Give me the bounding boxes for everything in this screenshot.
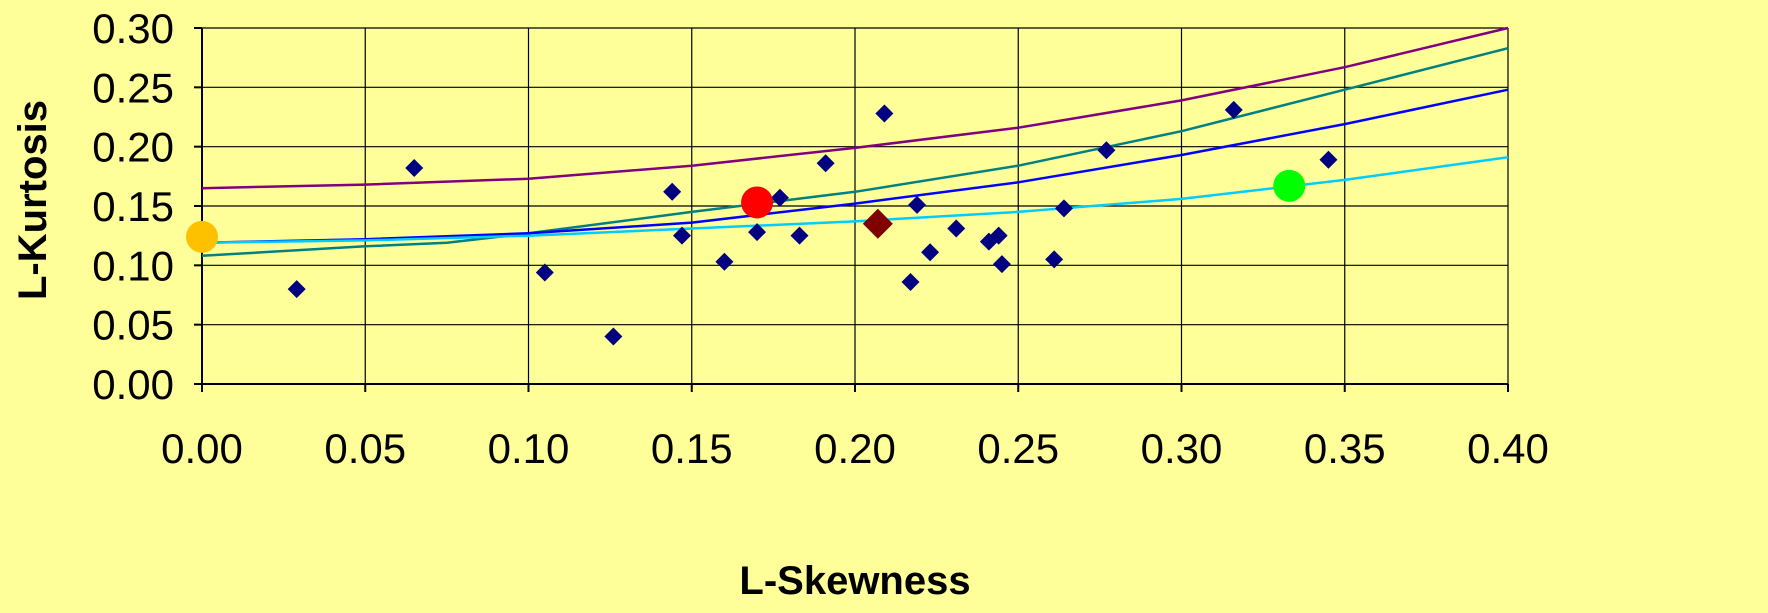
- data-point-0: [287, 280, 306, 299]
- x-tick-label-2: 0.10: [488, 425, 570, 472]
- x-tick-label-7: 0.35: [1304, 425, 1386, 472]
- y-tick-label-4: 0.20: [92, 124, 174, 171]
- data-point-23: [1319, 150, 1338, 169]
- highlight-point-0: [186, 220, 218, 253]
- data-point-11: [875, 104, 894, 123]
- x-tick-label-4: 0.20: [814, 425, 896, 472]
- data-point-19: [1045, 250, 1064, 269]
- y-tick-label-1: 0.05: [92, 302, 174, 349]
- y-tick-label-2: 0.10: [92, 242, 174, 289]
- data-point-22: [1224, 100, 1243, 119]
- data-point-20: [1054, 199, 1073, 218]
- x-tick-labels: 0.00 0.05 0.10 0.15 0.20 0.25 0.30 0.35 0.40: [161, 425, 1549, 472]
- highlight-point-3: [1273, 169, 1306, 202]
- data-point-14: [921, 243, 940, 262]
- data-point-7: [748, 223, 767, 242]
- y-axis-title: L-Kurtosis: [11, 100, 55, 300]
- data-point-1: [405, 159, 424, 178]
- y-tick-label-3: 0.15: [92, 183, 174, 230]
- y-tick-label-6: 0.30: [92, 5, 174, 52]
- y-tick-labels: 0.00 0.05 0.10 0.15 0.20 0.25 0.30: [92, 5, 174, 408]
- data-point-17: [989, 226, 1008, 245]
- data-point-3: [604, 327, 623, 346]
- x-tick-label-6: 0.30: [1141, 425, 1223, 472]
- curve-1: [201, 46, 1509, 258]
- highlight-point-2: [862, 208, 893, 239]
- x-tick-label-3: 0.15: [651, 425, 733, 472]
- highlighted-points: [186, 169, 1306, 253]
- axes: [194, 27, 1509, 392]
- data-point-4: [663, 182, 682, 201]
- data-point-5: [672, 226, 691, 245]
- data-point-13: [908, 195, 927, 214]
- data-point-2: [535, 263, 554, 282]
- data-point-21: [1097, 141, 1116, 160]
- curve-0: [201, 26, 1509, 190]
- data-point-9: [790, 226, 809, 245]
- x-axis-title: L-Skewness: [739, 559, 970, 603]
- x-tick-label-1: 0.05: [324, 425, 406, 472]
- x-tick-label-5: 0.25: [977, 425, 1059, 472]
- data-points: [287, 100, 1338, 346]
- y-tick-label-5: 0.25: [92, 64, 174, 111]
- data-point-12: [901, 272, 920, 291]
- curve-2: [201, 88, 1509, 245]
- x-tick-label-8: 0.40: [1467, 425, 1549, 472]
- x-tick-label-0: 0.00: [161, 425, 243, 472]
- data-point-6: [715, 252, 734, 271]
- highlight-point-1: [741, 186, 774, 219]
- data-point-10: [816, 154, 835, 173]
- y-tick-label-0: 0.00: [92, 361, 174, 408]
- data-point-18: [992, 255, 1011, 274]
- data-point-15: [947, 219, 966, 238]
- data-point-8: [770, 188, 789, 207]
- grid-lines: [201, 27, 1509, 385]
